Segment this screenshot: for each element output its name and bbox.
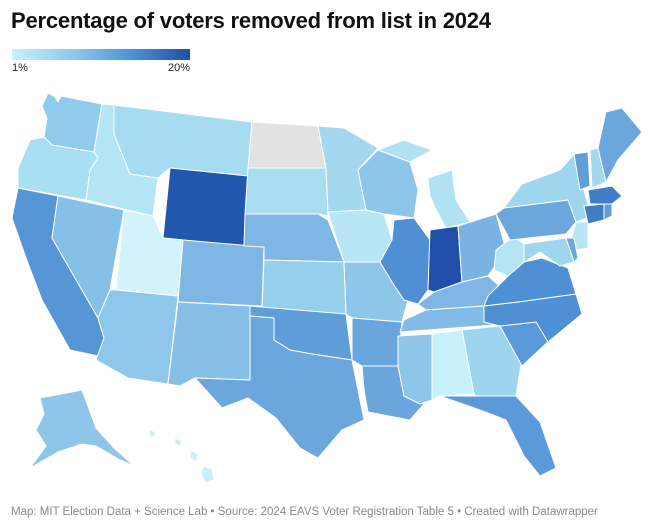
state-de[interactable] <box>565 237 579 263</box>
state-nm[interactable] <box>167 301 251 387</box>
legend-labels: 1% 20% <box>12 62 190 76</box>
state-ct[interactable] <box>583 203 605 225</box>
state-az[interactable] <box>95 289 179 385</box>
state-vt[interactable] <box>573 151 591 191</box>
state-ak[interactable] <box>29 389 135 469</box>
state-wa[interactable] <box>41 92 103 153</box>
state-mt[interactable] <box>113 104 253 179</box>
state-co[interactable] <box>177 239 265 307</box>
legend-gradient-bar <box>12 49 190 60</box>
legend-max-label: 20% <box>167 62 190 74</box>
state-il[interactable] <box>379 217 431 305</box>
state-me[interactable] <box>597 107 643 183</box>
state-ri[interactable] <box>603 203 613 221</box>
color-legend: 1% 20% <box>12 49 190 76</box>
legend-min-label: 1% <box>12 62 28 74</box>
state-ma[interactable] <box>587 185 623 205</box>
state-hi[interactable] <box>148 429 215 484</box>
state-nj[interactable] <box>571 221 589 251</box>
chart-title: Percentage of voters removed from list i… <box>11 8 491 33</box>
state-wy[interactable] <box>162 167 249 247</box>
state-ar[interactable] <box>351 317 403 367</box>
state-al[interactable] <box>431 329 475 401</box>
state-ms[interactable] <box>397 333 433 405</box>
state-fl[interactable] <box>439 395 557 477</box>
state-nd[interactable] <box>247 121 327 169</box>
state-sd[interactable] <box>244 167 329 217</box>
state-mi[interactable] <box>377 139 471 229</box>
state-in[interactable] <box>427 225 463 293</box>
state-ny[interactable] <box>503 153 593 223</box>
footer-credit: Map: MIT Election Data + Science Lab • S… <box>11 506 598 518</box>
state-tx[interactable] <box>194 315 365 459</box>
states-layer <box>11 92 643 484</box>
state-ks[interactable] <box>261 259 347 315</box>
